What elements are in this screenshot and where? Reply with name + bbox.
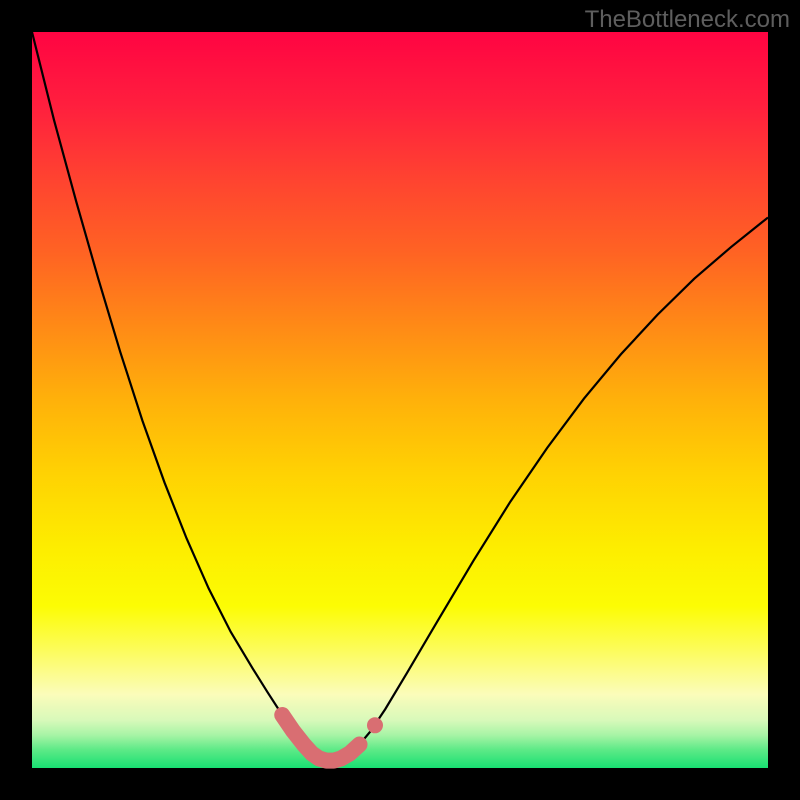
watermark-text: TheBottleneck.com xyxy=(585,6,790,34)
gradient-background xyxy=(32,32,768,768)
valley-accent-dot xyxy=(367,717,383,733)
plot-svg xyxy=(0,0,800,800)
